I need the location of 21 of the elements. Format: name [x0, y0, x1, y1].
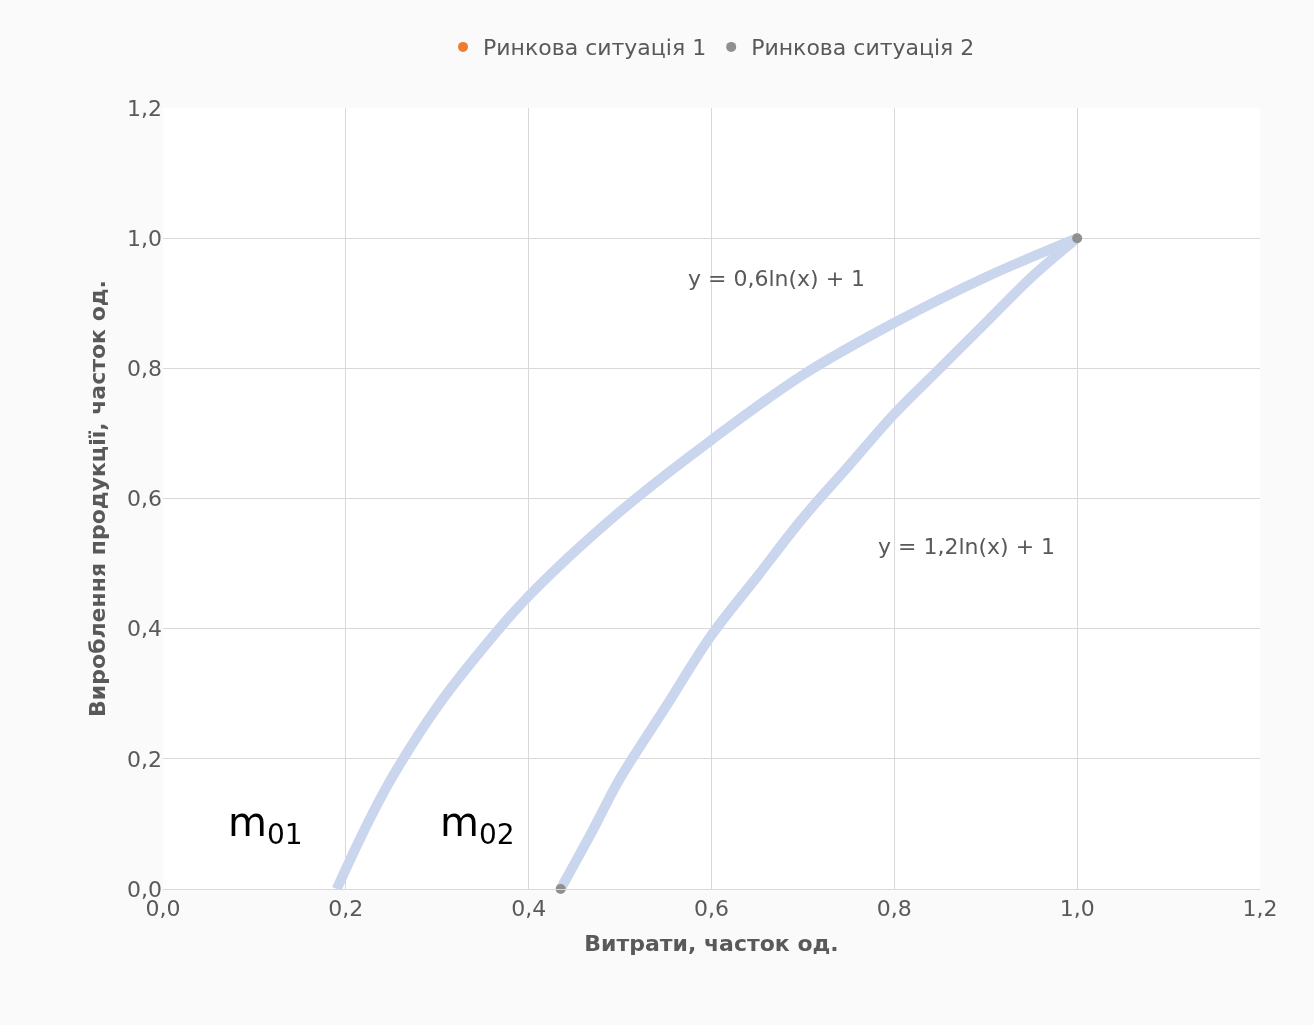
y-axis-title: Вироблення продукції, часток од.	[84, 280, 110, 717]
x-tick-label: 0,4	[511, 896, 547, 922]
legend-label: Ринкова ситуація 2	[751, 35, 975, 61]
annotation: m$_{01}$	[228, 799, 303, 852]
x-tick-label: 0,0	[145, 896, 181, 922]
y-tick-label: 0,6	[127, 486, 162, 512]
x-tick-label: 1,0	[1059, 896, 1095, 922]
x-tick-label: 1,2	[1242, 896, 1278, 922]
annotation: y = 1,2ln(x) + 1	[878, 534, 1056, 559]
y-tick-label: 1,0	[127, 225, 162, 251]
y-tick-label: 0,2	[127, 746, 162, 772]
annotation: m$_{02}$	[440, 799, 515, 852]
y-tick-label: 0,4	[127, 616, 162, 642]
x-tick-label: 0,2	[328, 896, 364, 922]
x-tick-label: 0,8	[876, 896, 912, 922]
legend-label: Ринкова ситуація 1	[483, 35, 707, 61]
y-tick-label: 0,8	[127, 356, 162, 382]
x-axis-title: Витрати, часток од.	[584, 931, 839, 957]
x-tick-label: 0,6	[694, 896, 729, 922]
annotation: y = 0,6ln(x) + 1	[688, 266, 866, 291]
y-tick-label: 1,2	[127, 95, 162, 121]
